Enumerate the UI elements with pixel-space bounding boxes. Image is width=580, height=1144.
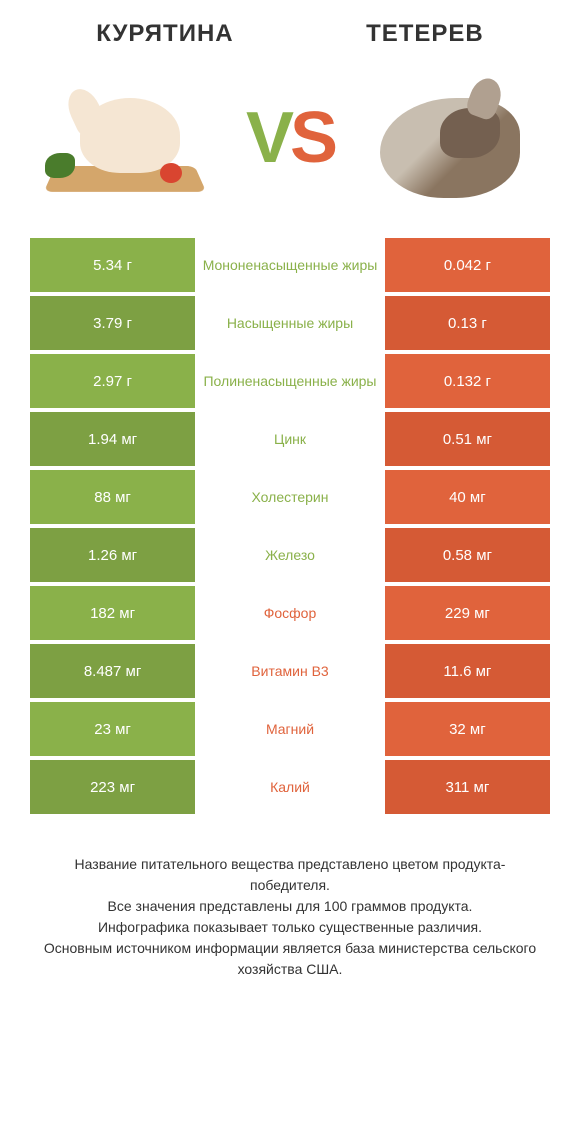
right-value: 40 мг	[385, 470, 550, 524]
left-value: 5.34 г	[30, 238, 195, 292]
footer-line: Все значения представлены для 100 граммо…	[40, 896, 540, 917]
nutrient-label: Магний	[195, 702, 385, 756]
footer-line: Инфографика показывает только существенн…	[40, 917, 540, 938]
left-value: 182 мг	[30, 586, 195, 640]
right-value: 0.58 мг	[385, 528, 550, 582]
right-product-image	[360, 68, 540, 208]
left-value: 88 мг	[30, 470, 195, 524]
right-value: 229 мг	[385, 586, 550, 640]
vs-v: V	[246, 98, 290, 178]
left-value: 8.487 мг	[30, 644, 195, 698]
table-row: 1.94 мгЦинк0.51 мг	[30, 412, 550, 466]
right-value: 0.042 г	[385, 238, 550, 292]
nutrient-label: Холестерин	[195, 470, 385, 524]
left-value: 1.94 мг	[30, 412, 195, 466]
hero-row: VS	[30, 68, 550, 208]
right-value: 0.13 г	[385, 296, 550, 350]
footer-line: Название питательного вещества представл…	[40, 854, 540, 896]
nutrient-label: Витамин B3	[195, 644, 385, 698]
nutrient-label: Цинк	[195, 412, 385, 466]
left-value: 3.79 г	[30, 296, 195, 350]
nutrient-label: Насыщенные жиры	[195, 296, 385, 350]
table-row: 2.97 гПолиненасыщенные жиры0.132 г	[30, 354, 550, 408]
nutrient-label: Фосфор	[195, 586, 385, 640]
vs-label: VS	[246, 97, 334, 179]
right-value: 311 мг	[385, 760, 550, 814]
left-value: 223 мг	[30, 760, 195, 814]
right-value: 0.132 г	[385, 354, 550, 408]
left-value: 23 мг	[30, 702, 195, 756]
nutrient-label: Калий	[195, 760, 385, 814]
footer-notes: Название питательного вещества представл…	[30, 854, 550, 980]
nutrient-label: Мононенасыщенные жиры	[195, 238, 385, 292]
table-row: 3.79 гНасыщенные жиры0.13 г	[30, 296, 550, 350]
left-value: 1.26 мг	[30, 528, 195, 582]
right-product-title: ТЕТЕРЕВ	[366, 20, 484, 48]
right-value: 11.6 мг	[385, 644, 550, 698]
table-row: 223 мгКалий311 мг	[30, 760, 550, 814]
table-row: 182 мгФосфор229 мг	[30, 586, 550, 640]
vs-s: S	[290, 98, 334, 178]
table-row: 5.34 гМононенасыщенные жиры0.042 г	[30, 238, 550, 292]
header: КУРЯТИНА ТЕТЕРЕВ	[30, 20, 550, 48]
table-row: 1.26 мгЖелезо0.58 мг	[30, 528, 550, 582]
nutrient-label: Полиненасыщенные жиры	[195, 354, 385, 408]
left-value: 2.97 г	[30, 354, 195, 408]
table-row: 88 мгХолестерин40 мг	[30, 470, 550, 524]
left-product-title: КУРЯТИНА	[96, 20, 233, 48]
comparison-table: 5.34 гМононенасыщенные жиры0.042 г3.79 г…	[30, 238, 550, 814]
table-row: 8.487 мгВитамин B311.6 мг	[30, 644, 550, 698]
left-product-image	[40, 68, 220, 208]
footer-line: Основным источником информации является …	[40, 938, 540, 980]
right-value: 0.51 мг	[385, 412, 550, 466]
table-row: 23 мгМагний32 мг	[30, 702, 550, 756]
nutrient-label: Железо	[195, 528, 385, 582]
right-value: 32 мг	[385, 702, 550, 756]
